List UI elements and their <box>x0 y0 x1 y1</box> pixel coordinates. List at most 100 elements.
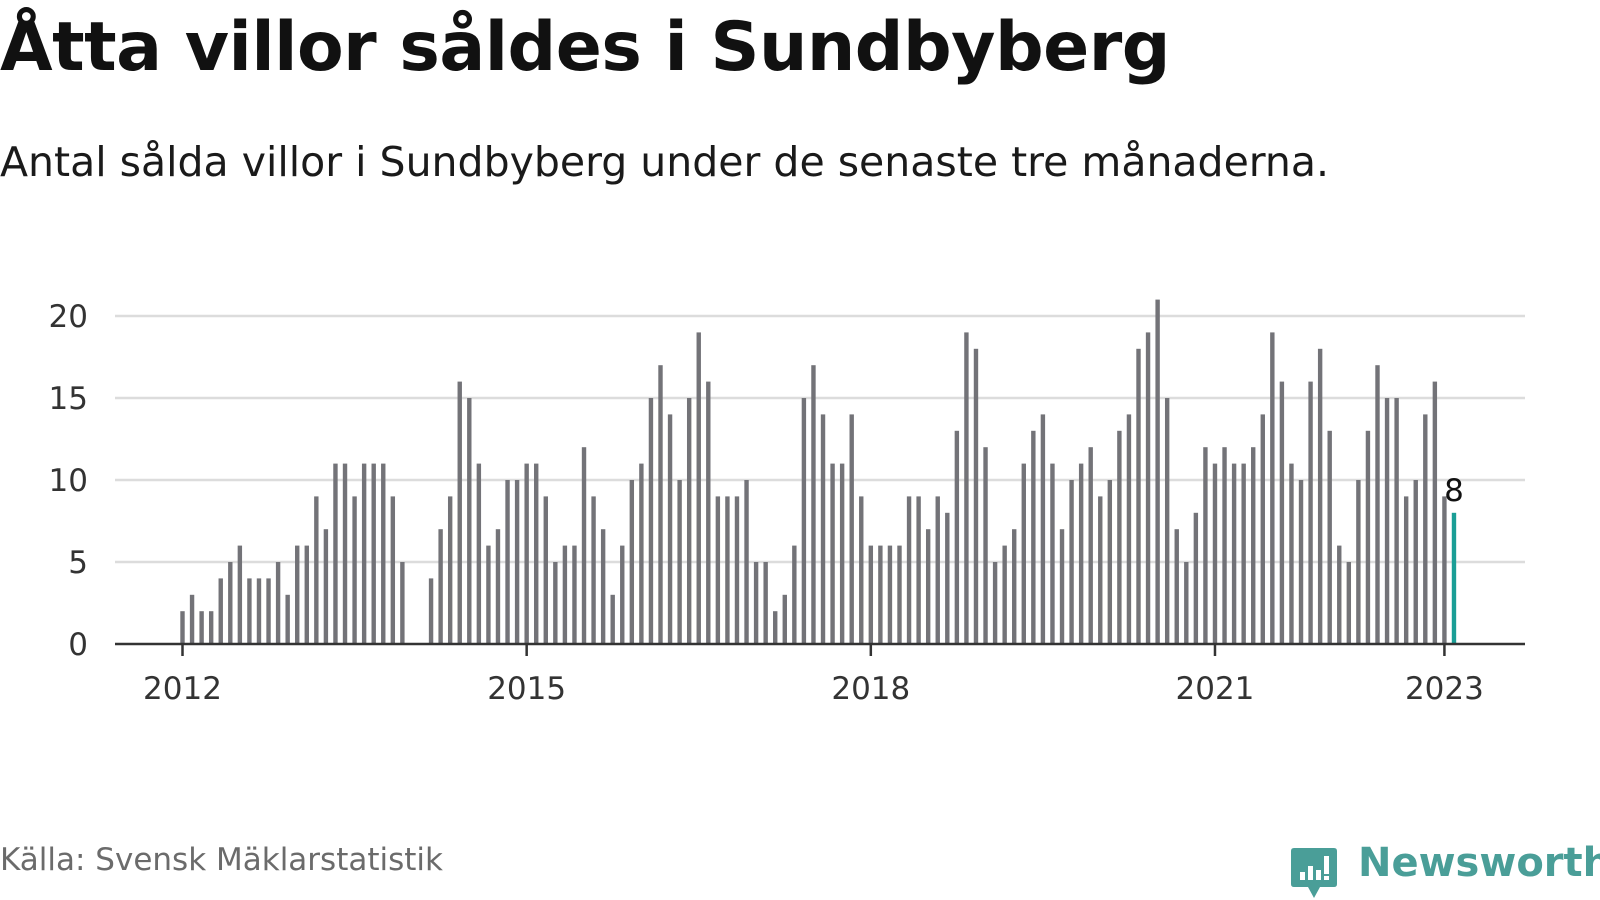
bar <box>1327 430 1332 644</box>
bar <box>1078 463 1084 644</box>
bar <box>256 578 262 644</box>
bar <box>543 496 548 644</box>
bar <box>1270 332 1275 644</box>
bar <box>1356 480 1361 644</box>
bar <box>514 480 520 644</box>
bar <box>811 365 816 644</box>
bar <box>734 496 740 644</box>
bar <box>1193 512 1199 644</box>
bar <box>1184 562 1189 644</box>
bar <box>524 463 529 644</box>
x-tick-label-2015: 2015 <box>487 671 566 707</box>
y-tick-label-0: 0 <box>68 627 88 663</box>
x-tick-label-2021: 2021 <box>1176 671 1255 707</box>
bar <box>247 578 252 644</box>
bar <box>467 398 472 644</box>
chart-subtitle: Antal sålda villor i Sundbyberg under de… <box>0 138 1330 186</box>
bar <box>629 480 635 644</box>
bar <box>275 562 281 644</box>
bar <box>1251 447 1256 644</box>
bar <box>457 381 462 644</box>
bar <box>1289 463 1294 644</box>
bar <box>782 594 787 644</box>
bar <box>381 463 386 644</box>
bar <box>228 562 233 644</box>
bar <box>1413 480 1418 644</box>
bar <box>1346 562 1352 644</box>
bar <box>1107 480 1113 644</box>
bar <box>1298 480 1304 644</box>
bar <box>610 594 615 644</box>
newsworthy-logo-icon <box>1291 848 1337 898</box>
bar <box>1384 398 1390 644</box>
bar <box>973 348 979 644</box>
bar <box>1241 463 1246 644</box>
bar <box>447 496 453 644</box>
bar <box>237 545 243 644</box>
bar <box>428 578 434 644</box>
bar <box>725 496 730 644</box>
y-tick-label-15: 15 <box>49 381 88 417</box>
bar <box>534 463 539 644</box>
bar <box>1174 529 1179 644</box>
bar <box>1222 447 1227 644</box>
bar <box>1403 496 1409 644</box>
bar <box>620 545 625 644</box>
y-tick-label-10: 10 <box>49 463 88 499</box>
bar <box>706 381 711 644</box>
bar <box>839 463 845 644</box>
bar <box>1155 299 1160 644</box>
bar <box>208 611 214 644</box>
brand-name: Newsworthy <box>1358 840 1600 886</box>
bar <box>1375 365 1380 644</box>
bar <box>1031 430 1036 644</box>
bar <box>849 414 854 644</box>
x-tick-label-2023: 2023 <box>1405 671 1484 707</box>
bar <box>1432 381 1438 644</box>
bar <box>1423 414 1428 644</box>
bar <box>1164 398 1170 644</box>
bar <box>868 545 874 644</box>
bar <box>218 578 223 644</box>
bar <box>954 430 960 644</box>
bar <box>715 496 721 644</box>
bar <box>1136 348 1141 644</box>
bar <box>686 398 692 644</box>
bar <box>189 594 195 644</box>
bar-chart: 0 5 10 15 20 8 2012 2015 2018 2021 2023 <box>49 299 1525 707</box>
bar <box>1260 414 1265 644</box>
bar <box>295 545 300 644</box>
bar <box>1317 348 1323 644</box>
bar <box>1279 381 1285 644</box>
bar <box>677 480 682 644</box>
bar <box>1117 430 1122 644</box>
bar <box>983 447 988 644</box>
bar <box>648 398 654 644</box>
bar <box>438 529 443 644</box>
chart-title: Åtta villor såldes i Sundbyberg <box>0 8 1170 87</box>
bar <box>1365 430 1371 644</box>
bar <box>1088 447 1093 644</box>
bar <box>304 545 309 644</box>
bar <box>314 496 319 644</box>
bar <box>897 545 902 644</box>
bar <box>667 414 673 644</box>
y-tick-label-5: 5 <box>68 545 88 581</box>
bar <box>1337 545 1342 644</box>
bar <box>1098 496 1103 644</box>
bar <box>1050 463 1055 644</box>
bar <box>581 447 587 644</box>
bar <box>1231 463 1237 644</box>
axes <box>115 642 1525 656</box>
bar <box>964 332 969 644</box>
bar <box>639 463 644 644</box>
bar <box>744 480 749 644</box>
bar <box>753 562 759 644</box>
bar <box>1126 414 1132 644</box>
bar <box>1308 381 1313 644</box>
source-note: Källa: Svensk Mäklarstatistik <box>0 842 443 878</box>
bar <box>696 332 701 644</box>
bar <box>323 529 329 644</box>
bars <box>180 299 1457 644</box>
bar <box>925 529 931 644</box>
